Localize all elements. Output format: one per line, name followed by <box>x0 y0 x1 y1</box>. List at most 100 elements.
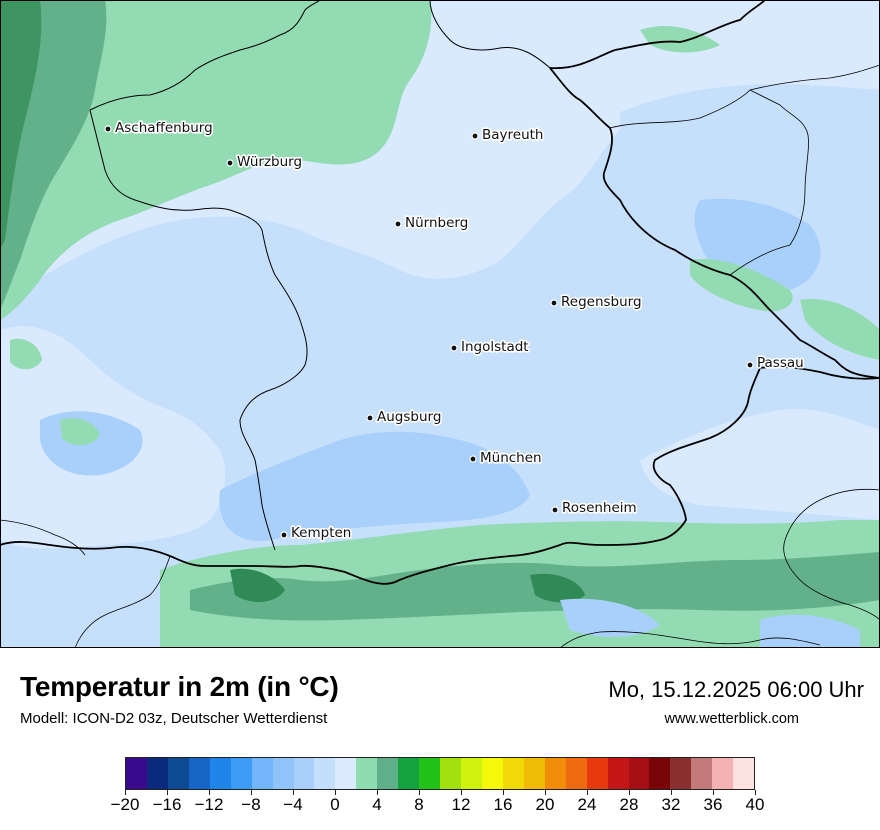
state-border-southwest <box>0 519 86 556</box>
country-border-switzerland <box>0 541 171 557</box>
country-border-north <box>549 0 766 69</box>
city-label: Passau <box>757 355 804 371</box>
temperature-colorbar <box>125 757 755 790</box>
colorbar-tick-label: −8 <box>241 795 261 814</box>
city-marker-wuerzburg: Würzburg <box>226 152 304 172</box>
city-label: Rosenheim <box>562 500 637 516</box>
field-patch-north-1 <box>640 25 720 53</box>
state-border-austria-inner <box>783 488 880 621</box>
city-label: Augsburg <box>377 409 441 425</box>
colorbar-tickmark <box>503 790 504 795</box>
field-patch-alps-4 <box>760 614 860 648</box>
city-marker-bayreuth: Bayreuth <box>471 125 545 145</box>
colorbar-swatch <box>565 758 587 789</box>
country-border-czech <box>549 67 880 379</box>
city-marker-augsburg: Augsburg <box>366 407 443 427</box>
country-border-austria <box>169 365 880 585</box>
field-zone-cold-south <box>219 431 530 541</box>
colorbar-tickmark <box>251 790 252 795</box>
colorbar-swatch <box>628 758 650 789</box>
colorbar-swatch <box>544 758 566 789</box>
colorbar-swatch <box>649 758 671 789</box>
colorbar-tickmark <box>209 790 210 795</box>
colorbar-swatch <box>398 758 420 789</box>
state-border-thuringia <box>429 0 551 69</box>
city-marker-rosenheim: Rosenheim <box>551 498 638 518</box>
colorbar-swatch <box>481 758 503 789</box>
colorbar-tickmark <box>629 790 630 795</box>
field-zone-light-southeast <box>640 409 880 520</box>
colorbar-swatch <box>607 758 629 789</box>
field-patch-east-2 <box>800 299 880 360</box>
colorbar-tickmark <box>755 790 756 795</box>
colorbar-tickmark <box>377 790 378 795</box>
field-zone-warmest-edge <box>0 0 42 250</box>
colorbar-tick-label: 20 <box>535 795 555 814</box>
colorbar-swatch <box>293 758 315 789</box>
colorbar-tickmark <box>335 790 336 795</box>
colorbar-tick-label: 16 <box>493 795 513 814</box>
field-zone-light-east <box>540 0 880 140</box>
state-border-hesse-bw <box>89 0 321 111</box>
state-border-west <box>89 109 308 551</box>
colorbar-swatch <box>691 758 713 789</box>
city-label: München <box>480 450 542 466</box>
colorbar-tickmark <box>419 790 420 795</box>
colorbar-tickmark <box>167 790 168 795</box>
colorbar-tick-label: 0 <box>330 795 340 814</box>
field-patch-east-1 <box>690 259 793 312</box>
field-patch-alps-1 <box>230 568 285 602</box>
colorbar-swatch <box>356 758 378 789</box>
colorbar-tick-label: −12 <box>194 795 224 814</box>
colorbar-tick-labels: −20 −16 −12 −8 −4 0 4 8 12 16 20 24 28 32 36 40 <box>0 790 880 825</box>
city-marker-ingolstadt: Ingolstadt <box>450 337 530 357</box>
colorbar-tick-label: −4 <box>283 795 303 814</box>
colorbar-swatch <box>126 758 147 789</box>
city-label: Ingolstadt <box>461 339 529 355</box>
colorbar-tick-label: 8 <box>414 795 424 814</box>
colorbar-swatch <box>209 758 231 789</box>
colorbar-tickmark <box>125 790 126 795</box>
city-marker-nuernberg: Nürnberg <box>394 213 470 233</box>
city-marker-passau: Passau <box>746 353 805 373</box>
website-link[interactable]: www.wetterblick.com <box>664 711 799 727</box>
colorbar-swatch <box>377 758 399 789</box>
field-patch-west-1 <box>60 418 100 446</box>
colorbar-swatch <box>272 758 294 789</box>
colorbar-tick-label: 28 <box>619 795 639 814</box>
colorbar-swatch <box>230 758 252 789</box>
map-title: Temperatur in 2m (in °C) <box>20 671 339 702</box>
city-label: Aschaffenburg <box>115 120 213 136</box>
field-patch-alps-2 <box>530 573 585 603</box>
colorbar-tickmark <box>293 790 294 795</box>
city-marker-kempten: Kempten <box>280 523 353 543</box>
colorbar-swatch <box>586 758 608 789</box>
city-label: Regensburg <box>561 294 642 310</box>
colorbar-swatch <box>440 758 461 789</box>
colorbar-swatch <box>146 758 168 789</box>
colorbar-tickmark <box>713 790 714 795</box>
colorbar-tick-label: 32 <box>661 795 681 814</box>
colorbar-swatch <box>167 758 189 789</box>
colorbar-tick-label: 24 <box>577 795 597 814</box>
colorbar-swatch <box>733 758 755 789</box>
temperature-map: Aschaffenburg Würzburg Bayreuth Nürnberg… <box>0 0 880 648</box>
city-marker-aschaffenburg: Aschaffenburg <box>104 118 214 138</box>
colorbar-tick-label: 12 <box>451 795 471 814</box>
colorbar-swatch <box>251 758 273 789</box>
colorbar-tick-label: −16 <box>152 795 182 814</box>
colorbar-tick-label: −20 <box>110 795 140 814</box>
colorbar-tickmark <box>671 790 672 795</box>
city-marker-regensburg: Regensburg <box>550 292 643 312</box>
forecast-datetime: Mo, 15.12.2025 06:00 Uhr <box>608 677 864 702</box>
state-border-czech-south <box>729 89 809 276</box>
colorbar-swatch <box>419 758 441 789</box>
state-border-austria-west <box>74 555 171 648</box>
colorbar-swatch <box>502 758 524 789</box>
colorbar-swatch <box>314 758 336 789</box>
colorbar-swatch <box>461 758 482 789</box>
colorbar-tickmark <box>545 790 546 795</box>
colorbar-tick-label: 36 <box>703 795 723 814</box>
colorbar-tick-label: 40 <box>745 795 765 814</box>
